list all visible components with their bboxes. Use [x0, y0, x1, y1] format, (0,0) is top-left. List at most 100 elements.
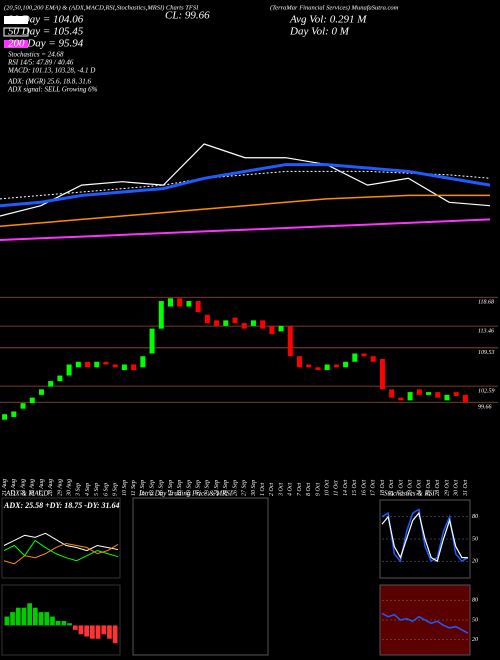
bar: [33, 607, 38, 626]
panel-title: Intra Day Trading Price & MRSI: [138, 490, 233, 498]
candle: [48, 381, 54, 387]
candle: [416, 389, 422, 395]
legend-swatch: [3, 27, 29, 37]
series-line: [0, 143, 491, 217]
bar: [4, 616, 10, 626]
panel-title: Stochastics & RSI: [384, 490, 435, 498]
y-tick-label: 118.68: [478, 300, 494, 306]
x-tick-label: 5 Sep: [94, 483, 100, 496]
y-tick-label: 99.66: [478, 405, 492, 411]
rsi-value: RSI 14/5: 47.89 / 40.46: [7, 59, 74, 67]
bar: [21, 607, 27, 626]
x-tick-label: 16 Oct: [361, 480, 367, 496]
x-tick-label: 6 Sep: [103, 483, 109, 496]
candle: [149, 328, 155, 354]
x-tick-label: 22 Aug: [11, 479, 17, 496]
candle: [131, 364, 137, 371]
stochastics-value: Stochastics = 24.68: [8, 51, 64, 59]
avg-volume: Avg Vol: 0.291 M: [289, 14, 367, 26]
candle: [352, 353, 358, 362]
candle: [250, 320, 256, 326]
x-tick-label: 23 Oct: [407, 480, 413, 496]
candle: [85, 361, 91, 368]
x-tick-label: 15 Oct: [352, 480, 358, 496]
stoch-box: [379, 499, 471, 579]
series-line: [3, 532, 119, 552]
candle: [426, 392, 432, 395]
candle: [2, 414, 8, 420]
bar: [101, 625, 107, 635]
x-tick-label: 3 Oct: [278, 483, 284, 497]
candle: [121, 364, 127, 371]
adx-box: [1, 497, 121, 579]
candle: [38, 389, 44, 395]
series-line: [381, 612, 469, 634]
x-tick-label: 2 Oct: [269, 483, 275, 496]
y-tick-label: 113.46: [478, 327, 494, 334]
x-tick-label: 4 Sep: [84, 483, 91, 496]
legend-ema200: 200 Day = 95.94: [8, 38, 84, 50]
candle: [407, 392, 413, 401]
bar: [50, 616, 55, 626]
candle: [112, 364, 118, 368]
bar: [72, 625, 78, 630]
bar: [44, 612, 50, 626]
adx-value: ADX: (MGR) 25.6, 18.8, 31.6: [7, 78, 92, 86]
bar: [15, 607, 21, 626]
header-left: (20,50,100,200 EMA) & (ADX,MACD,RSI,Stoc…: [4, 4, 199, 11]
candle: [66, 364, 72, 376]
close-price: CL: 99.66: [165, 10, 210, 22]
candle: [315, 367, 321, 371]
candle: [453, 392, 459, 396]
candle: [343, 361, 349, 368]
x-tick-label: 21 Aug: [2, 479, 8, 496]
candle: [232, 317, 238, 324]
bar: [27, 603, 32, 626]
x-tick-label: 11 Sep: [131, 480, 137, 496]
x-tick-label: 1 Oct: [260, 483, 266, 496]
x-tick-label: 23 Aug: [20, 479, 26, 496]
x-tick-label: 28 Oct: [435, 480, 441, 496]
candle: [186, 301, 192, 307]
x-tick-label: 20 Sep: [196, 480, 202, 496]
x-tick-label: 3 Sep: [76, 483, 82, 497]
x-tick-label: 27 Aug: [39, 479, 45, 496]
bar: [84, 625, 89, 637]
x-tick-label: 26 Sep: [232, 480, 238, 496]
candle: [195, 301, 201, 313]
x-tick-label: 9 Oct: [315, 483, 321, 496]
series-line: [3, 539, 119, 562]
x-tick-label: 29 Aug: [57, 479, 63, 496]
x-tick-label: 30 Sep: [251, 480, 257, 497]
x-tick-label: 9 Sep: [113, 483, 119, 496]
legend-swatch: [4, 16, 28, 24]
candle: [297, 356, 303, 368]
legend-ema20: 20 Day = 104.06: [8, 14, 84, 26]
candle: [167, 298, 173, 307]
x-tick-label: 7 Oct: [297, 483, 303, 496]
series-line: [0, 218, 491, 241]
legend-swatch: [4, 40, 28, 48]
legend-ema50: 50 Day = 105.45: [8, 26, 84, 38]
bar: [107, 625, 112, 639]
candle: [324, 364, 330, 371]
series-line: [0, 194, 490, 228]
candle: [103, 361, 109, 365]
x-tick-label: 12 Sep: [140, 480, 146, 496]
bar: [10, 612, 15, 626]
bar: [95, 625, 101, 639]
x-tick-label: 30 Oct: [454, 480, 460, 497]
y-tick-label: 102.59: [478, 388, 495, 394]
y-tick-label: 80: [472, 598, 478, 604]
panel-title: ADX & MACD: [5, 490, 48, 498]
panel-subtitle: ADX: 25.58 +DY: 18.75 -DY: 31.64: [3, 501, 120, 510]
x-tick-label: 31 Oct: [463, 480, 469, 497]
bar: [78, 625, 84, 635]
series-line: [381, 508, 469, 563]
bar: [55, 621, 61, 626]
candle: [140, 356, 146, 368]
y-tick-label: 80: [472, 514, 478, 520]
candle: [361, 353, 367, 357]
x-tick-label: 10 Sep: [122, 480, 128, 496]
